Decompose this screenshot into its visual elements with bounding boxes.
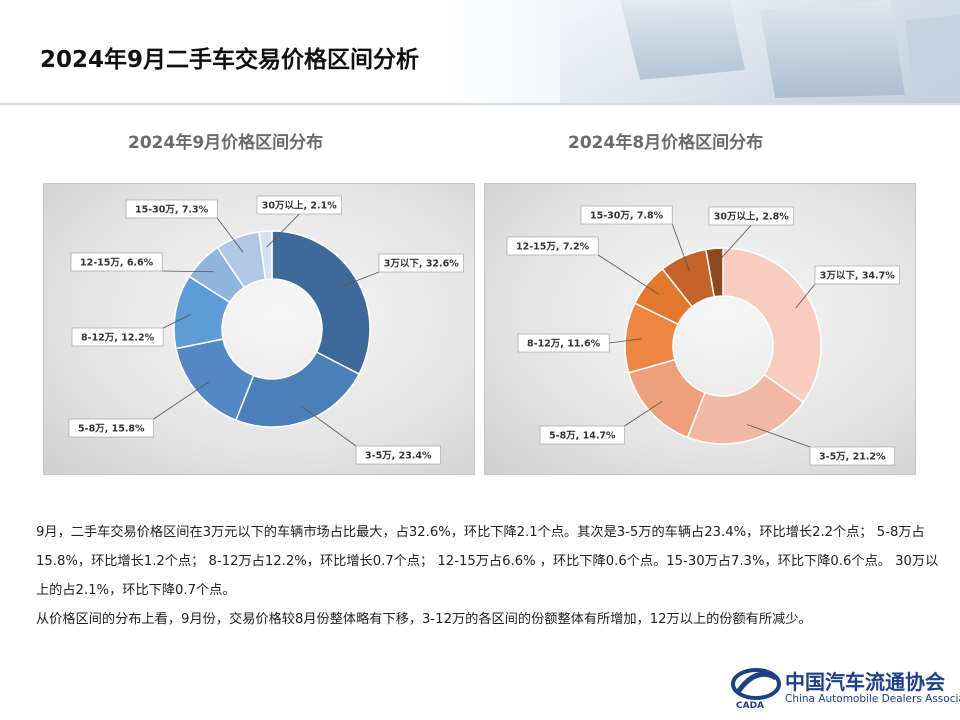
analysis-text: 9月，二手车交易价格区间在3万元以下的车辆市场占比最大，占32.6%，环比下降2… — [36, 518, 941, 634]
logo-emblem-icon: CADA — [731, 668, 781, 711]
donut-slice-1 — [234, 350, 361, 428]
leader-line-3 — [163, 313, 192, 329]
donut-svg-aug: 3万以下, 34.7% 3-5万, 21.2% 5-8万, 14.7% 8-12万, … — [506, 205, 900, 466]
donut-svg-sep: 3万以下, 32.6% 3-5万, 23.4% 5-8万, 15.8% 8-12万, … — [68, 195, 464, 465]
svg-text:CADA: CADA — [736, 701, 764, 710]
header-divider — [0, 103, 960, 105]
association-logo: CADA 中国汽车流通协会 China Automobile Dealers A… — [730, 662, 960, 712]
data-label-box-1 — [809, 446, 895, 466]
data-label-1: 3-5万, 23.4% — [365, 451, 432, 462]
donut-slice-0 — [271, 230, 371, 376]
leader-line-6 — [715, 224, 752, 265]
data-label-box-0 — [378, 253, 464, 273]
data-label-0: 3万以下, 34.7% — [820, 271, 895, 282]
data-label-4: 12-15万, 6.6% — [80, 258, 154, 269]
data-label-box-0 — [814, 265, 900, 285]
data-label-box-5 — [580, 205, 673, 225]
data-label-3: 8-12万, 12.2% — [81, 333, 155, 344]
data-label-6: 30万以上, 2.1% — [262, 200, 337, 212]
data-label-2: 5-8万, 15.8% — [78, 424, 145, 435]
data-label-box-6 — [256, 195, 342, 215]
donut-chart-sep: 3万以下, 32.6% 3-5万, 23.4% 5-8万, 15.8% 8-12万, … — [43, 183, 475, 475]
data-label-box-4 — [506, 236, 599, 256]
header-banner — [0, 0, 960, 103]
analysis-paragraph-1: 9月，二手车交易价格区间在3万元以下的车辆市场占比最大，占32.6%，环比下降2… — [36, 525, 939, 598]
leader-line-5 — [671, 223, 690, 272]
logo-en-name: China Automobile Dealers Association — [785, 693, 960, 705]
leader-line-5 — [216, 217, 244, 253]
donut-chart-aug: 3万以下, 34.7% 3-5万, 21.2% 5-8万, 14.7% 8-12万, … — [484, 183, 916, 475]
data-label-box-2 — [539, 425, 625, 445]
data-label-3: 8-12万, 11.6% — [527, 339, 601, 350]
data-label-0: 3万以下, 32.6% — [384, 259, 459, 270]
leader-line-1 — [300, 405, 357, 447]
chart-title-sep: 2024年9月价格区间分布 — [128, 133, 324, 153]
data-label-5: 15-30万, 7.3% — [135, 205, 209, 216]
leader-line-4 — [162, 270, 214, 273]
chart-title-aug: 2024年8月价格区间分布 — [568, 133, 764, 153]
data-label-6: 30万以上, 2.8% — [714, 211, 789, 223]
analysis-paragraph-2: 从价格区间的分布上看，9月份，交易价格较8月份整体略有下移，3-12万的各区间的… — [36, 612, 812, 627]
donut-slice-0 — [722, 247, 822, 404]
data-label-box-2 — [68, 418, 154, 438]
leader-line-3 — [609, 338, 642, 344]
data-label-box-4 — [70, 252, 163, 272]
leader-line-2 — [624, 400, 663, 427]
leader-line-1 — [746, 424, 811, 448]
data-label-5: 15-30万, 7.8% — [590, 211, 664, 222]
data-label-box-3 — [71, 327, 164, 347]
data-label-1: 3-5万, 21.2% — [819, 452, 886, 463]
leader-line-0 — [795, 283, 816, 309]
leader-line-0 — [341, 271, 380, 287]
data-label-box-3 — [517, 333, 610, 353]
leader-line-2 — [153, 381, 210, 420]
leader-line-4 — [597, 254, 660, 295]
data-label-4: 12-15万, 7.2% — [516, 242, 590, 253]
data-label-2: 5-8万, 14.7% — [549, 431, 616, 442]
data-label-box-5 — [125, 199, 218, 219]
donut-slice-6 — [258, 230, 273, 281]
leader-line-6 — [266, 213, 300, 248]
header-decoration — [560, 0, 960, 103]
data-label-box-1 — [355, 445, 441, 465]
data-label-box-6 — [708, 206, 794, 226]
page-title: 2024年9月二手车交易价格区间分析 — [40, 47, 420, 73]
donut-slice-6 — [704, 247, 724, 298]
logo-cn-name: 中国汽车流通协会 — [785, 670, 945, 694]
